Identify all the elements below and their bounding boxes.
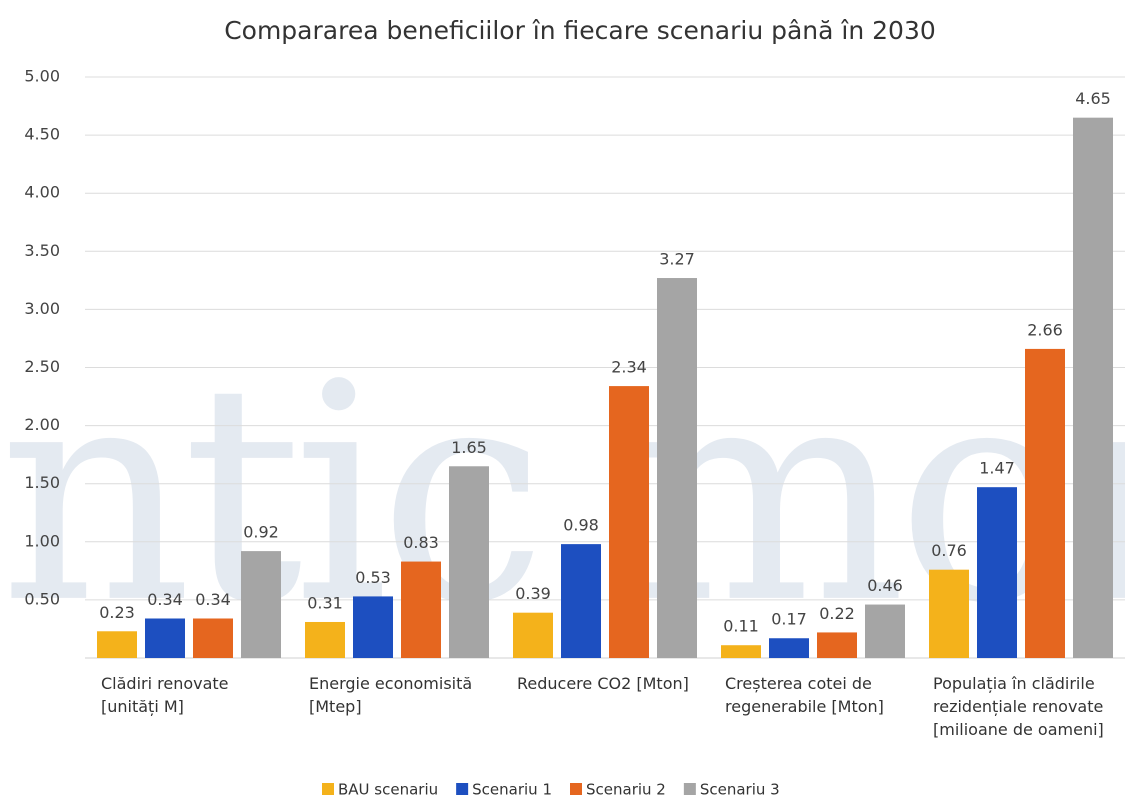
y-tick-label: 2.00 <box>24 415 60 434</box>
data-label: 0.34 <box>147 590 183 609</box>
legend-label: BAU scenariu <box>338 781 438 799</box>
y-tick-label: 3.50 <box>24 241 60 260</box>
data-label: 4.65 <box>1075 89 1111 108</box>
y-tick-label: 2.50 <box>24 357 60 376</box>
bar <box>769 638 809 658</box>
legend-swatch <box>322 783 334 795</box>
data-label: 0.31 <box>307 593 343 612</box>
bar <box>929 569 969 658</box>
bar <box>977 487 1017 658</box>
bar <box>865 604 905 658</box>
legend-swatch <box>683 783 696 795</box>
bar <box>561 544 601 658</box>
y-tick-label: 1.50 <box>24 473 60 492</box>
y-tick-label: 3.00 <box>24 299 60 318</box>
y-tick-label: 4.50 <box>24 125 60 144</box>
x-tick-label: Reducere CO2 [Mton] <box>517 674 689 693</box>
bar <box>353 596 393 658</box>
bar <box>817 632 857 658</box>
legend-label: Scenariu 1 <box>472 781 552 799</box>
y-tick-label: 1.00 <box>24 531 60 550</box>
bar <box>305 621 345 658</box>
bar <box>609 386 649 658</box>
x-tick-label: Creșterea cotei de regenerabile [Mton] <box>725 674 884 716</box>
bar <box>241 551 281 658</box>
bar <box>193 618 233 658</box>
data-label: 0.23 <box>99 603 135 622</box>
bar <box>401 561 441 658</box>
bar <box>449 466 489 658</box>
x-tick-label: Clădiri renovate [unități M] <box>101 674 229 716</box>
data-label: 0.83 <box>403 533 439 552</box>
bar <box>1025 348 1065 658</box>
data-label: 0.46 <box>867 576 903 595</box>
data-label: 2.34 <box>611 358 647 377</box>
legend-label: Scenariu 2 <box>586 781 666 799</box>
data-label: 1.65 <box>451 438 487 457</box>
legend-swatch <box>570 783 582 795</box>
bar <box>1073 117 1113 659</box>
bar <box>145 618 185 658</box>
legend-label: Scenariu 3 <box>700 781 780 799</box>
data-label: 2.66 <box>1027 320 1063 339</box>
data-label: 0.76 <box>931 541 967 560</box>
bar <box>97 631 137 658</box>
bar <box>721 645 761 658</box>
bar <box>513 612 553 658</box>
y-tick-label: 5.00 <box>24 67 60 86</box>
data-label: 3.27 <box>659 250 695 269</box>
y-tick-label: 4.00 <box>24 183 60 202</box>
data-label: 0.53 <box>355 568 391 587</box>
data-label: 0.34 <box>195 590 231 609</box>
data-label: 0.17 <box>771 610 807 629</box>
x-tick-label: Energie economisită [Mtep] <box>309 674 473 716</box>
chart-title: Compararea beneficiilor în fiecare scena… <box>224 16 936 45</box>
data-label: 1.47 <box>979 459 1015 478</box>
x-tick-label: Populația în clădirile rezidențiale reno… <box>933 674 1104 739</box>
data-label: 0.98 <box>563 516 599 535</box>
data-label: 0.22 <box>819 604 855 623</box>
bar <box>657 278 697 658</box>
legend-swatch <box>456 783 469 795</box>
data-label: 0.92 <box>243 523 279 542</box>
data-label: 0.11 <box>723 617 759 636</box>
y-tick-label: 0.50 <box>24 589 60 608</box>
data-label: 0.39 <box>515 584 551 603</box>
